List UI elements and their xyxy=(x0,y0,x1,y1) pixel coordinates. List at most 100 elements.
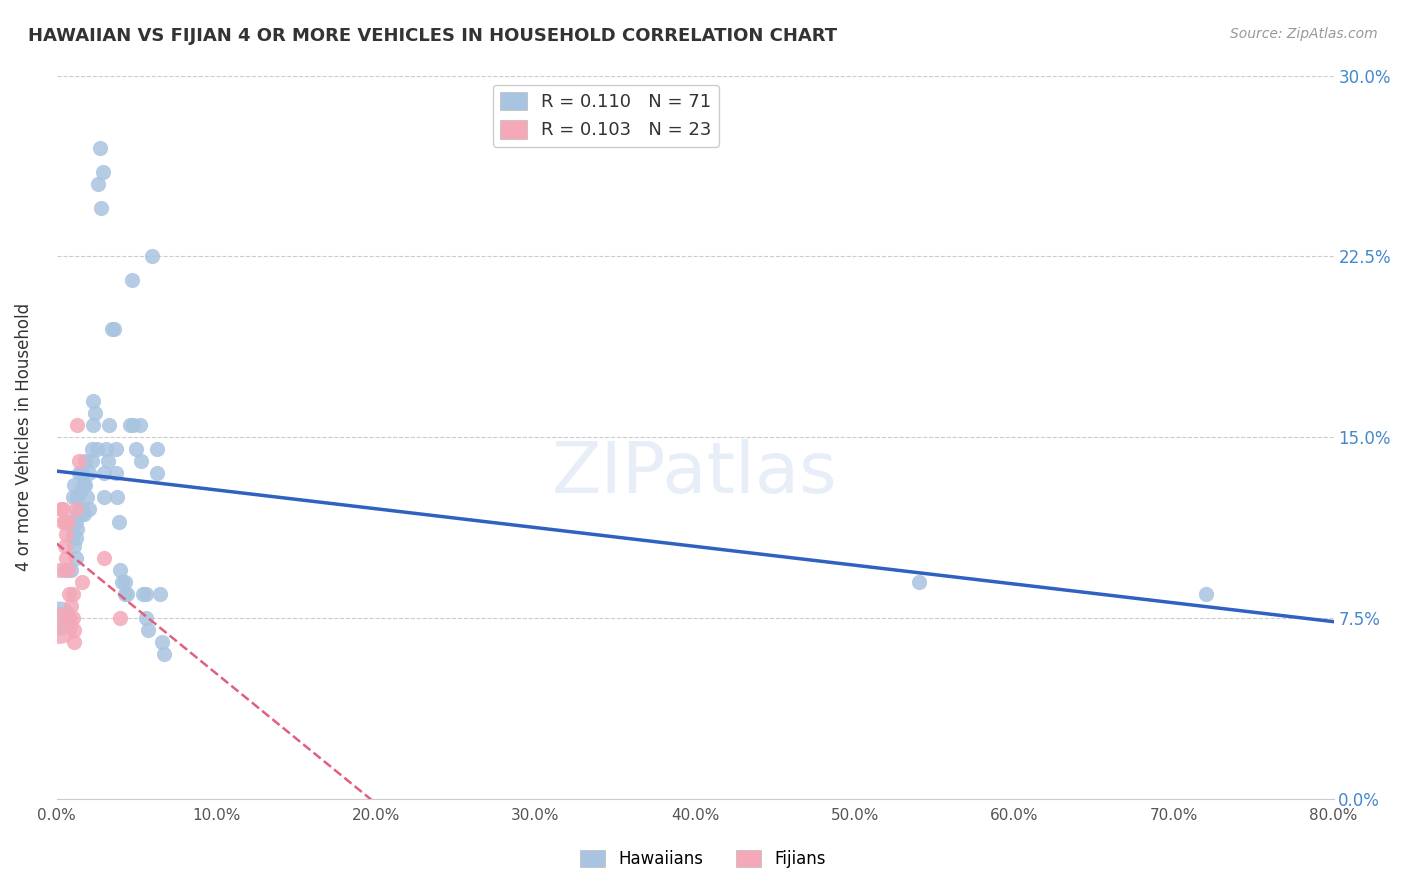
Point xyxy=(63,539,86,553)
Point xyxy=(66,508,89,522)
Point xyxy=(52,515,75,529)
Text: ZIPatlas: ZIPatlas xyxy=(553,439,838,508)
Point xyxy=(59,599,82,613)
Point xyxy=(146,467,169,481)
Point xyxy=(53,563,76,577)
Point xyxy=(69,508,91,522)
Point xyxy=(90,201,112,215)
Point xyxy=(77,467,100,481)
Point xyxy=(65,515,87,529)
Point xyxy=(66,418,89,433)
Point xyxy=(66,491,89,505)
Point xyxy=(136,623,159,637)
Point xyxy=(111,574,134,589)
Point xyxy=(105,491,128,505)
Point xyxy=(141,249,163,263)
Point xyxy=(48,618,70,632)
Point xyxy=(73,508,96,522)
Point xyxy=(62,587,84,601)
Point xyxy=(62,526,84,541)
Point xyxy=(114,574,136,589)
Point xyxy=(135,611,157,625)
Point xyxy=(63,623,86,637)
Point xyxy=(84,406,107,420)
Point xyxy=(53,539,76,553)
Point xyxy=(103,321,125,335)
Text: Source: ZipAtlas.com: Source: ZipAtlas.com xyxy=(1230,27,1378,41)
Point xyxy=(56,515,79,529)
Point xyxy=(150,635,173,649)
Point xyxy=(48,611,70,625)
Point xyxy=(82,394,104,409)
Text: HAWAIIAN VS FIJIAN 4 OR MORE VEHICLES IN HOUSEHOLD CORRELATION CHART: HAWAIIAN VS FIJIAN 4 OR MORE VEHICLES IN… xyxy=(28,27,837,45)
Point xyxy=(149,587,172,601)
Legend: Hawaiians, Fijians: Hawaiians, Fijians xyxy=(574,843,832,875)
Point xyxy=(146,442,169,457)
Point xyxy=(58,587,80,601)
Point xyxy=(118,418,141,433)
Point xyxy=(97,454,120,468)
Point xyxy=(75,454,97,468)
Point xyxy=(93,467,115,481)
Point xyxy=(73,478,96,492)
Point xyxy=(76,491,98,505)
Point xyxy=(115,587,138,601)
Point xyxy=(55,526,77,541)
Point xyxy=(66,522,89,536)
Point xyxy=(52,502,75,516)
Point xyxy=(59,563,82,577)
Point xyxy=(101,321,124,335)
Point xyxy=(82,418,104,433)
Point xyxy=(65,550,87,565)
Point xyxy=(56,563,79,577)
Point xyxy=(70,467,93,481)
Point xyxy=(65,502,87,516)
Point xyxy=(135,587,157,601)
Point xyxy=(122,418,145,433)
Point xyxy=(128,418,150,433)
Point xyxy=(70,574,93,589)
Y-axis label: 4 or more Vehicles in Household: 4 or more Vehicles in Household xyxy=(15,303,32,571)
Point xyxy=(67,467,90,481)
Point xyxy=(110,611,132,625)
Point xyxy=(108,515,131,529)
Point xyxy=(58,611,80,625)
Legend: R = 0.110   N = 71, R = 0.103   N = 23: R = 0.110 N = 71, R = 0.103 N = 23 xyxy=(492,85,718,146)
Point xyxy=(80,442,103,457)
Point xyxy=(152,647,174,661)
Point xyxy=(67,454,90,468)
Point xyxy=(63,478,86,492)
Point xyxy=(104,442,127,457)
Point xyxy=(51,502,73,516)
Point xyxy=(80,454,103,468)
Point xyxy=(907,574,929,589)
Point xyxy=(89,141,111,155)
Point xyxy=(77,502,100,516)
Point xyxy=(93,550,115,565)
Point xyxy=(75,478,97,492)
Point xyxy=(49,563,72,577)
Point xyxy=(62,491,84,505)
Point xyxy=(121,273,143,287)
Point xyxy=(67,502,90,516)
Point xyxy=(53,515,76,529)
Point xyxy=(104,467,127,481)
Point xyxy=(62,611,84,625)
Point xyxy=(114,587,136,601)
Point xyxy=(70,502,93,516)
Point xyxy=(93,491,115,505)
Point xyxy=(132,587,155,601)
Point xyxy=(56,515,79,529)
Point xyxy=(55,550,77,565)
Point xyxy=(87,177,110,191)
Point xyxy=(63,635,86,649)
Point xyxy=(58,515,80,529)
Point xyxy=(110,563,132,577)
Point xyxy=(94,442,117,457)
Point xyxy=(129,454,152,468)
Point xyxy=(65,532,87,546)
Point xyxy=(125,442,148,457)
Point xyxy=(69,483,91,498)
Point xyxy=(98,418,121,433)
Point xyxy=(86,442,108,457)
